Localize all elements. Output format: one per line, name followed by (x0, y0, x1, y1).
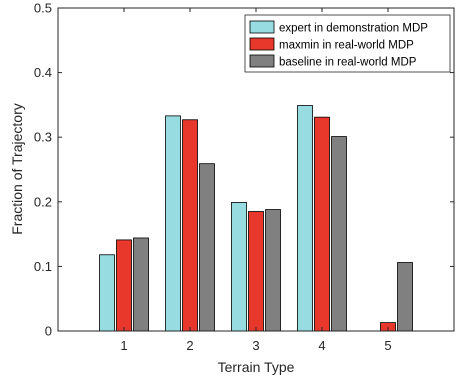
y-tick-label: 0 (45, 324, 52, 339)
bar-series3-cat2 (199, 163, 215, 332)
y-tick-label: 0.1 (34, 259, 52, 274)
y-tick-label: 0.2 (34, 194, 52, 209)
legend-label-series1: expert in demonstration MDP (279, 23, 428, 35)
bar-series1-cat2 (165, 115, 181, 332)
bar-series2-cat4 (314, 116, 330, 332)
bar-series1-cat4 (297, 105, 313, 332)
y-ticks-group: 0 0.1 0.2 0.3 0.4 0.5 (34, 1, 454, 339)
bar-series2-cat1 (116, 239, 132, 332)
legend: expert in demonstration MDP maxmin in rea… (244, 14, 451, 73)
y-tick-label: 0.5 (34, 1, 52, 16)
x-tick-label: 4 (318, 338, 325, 353)
x-axis-title: Terrain Type (218, 359, 295, 375)
bar-series3-cat3 (265, 209, 281, 332)
x-ticks-group: 1 2 3 4 5 (120, 8, 392, 353)
legend-box (244, 14, 451, 73)
legend-swatch-series2 (249, 37, 275, 51)
legend-label-series2: maxmin in real-world MDP (279, 40, 414, 52)
y-tick-label: 0.4 (34, 65, 52, 80)
bar-series3-cat1 (133, 237, 149, 332)
y-axis-title: Fraction of Trajectory (9, 103, 25, 235)
legend-swatch-series1 (249, 20, 275, 34)
bar-series1-cat1 (99, 254, 115, 332)
y-tick-label: 0.3 (34, 130, 52, 145)
x-tick-label: 5 (384, 338, 391, 353)
legend-swatch-series3 (249, 54, 275, 68)
x-tick-label: 2 (186, 338, 193, 353)
bars-group (99, 105, 413, 332)
bar-series3-cat4 (331, 136, 347, 332)
bar-series3-cat5 (397, 262, 413, 332)
bar-series1-cat3 (231, 202, 247, 332)
x-tick-label: 3 (252, 338, 259, 353)
x-tick-label: 1 (120, 338, 127, 353)
legend-label-series3: baseline in real-world MDP (279, 57, 417, 69)
bar-series2-cat3 (248, 211, 264, 332)
bar-series2-cat2 (182, 119, 198, 332)
